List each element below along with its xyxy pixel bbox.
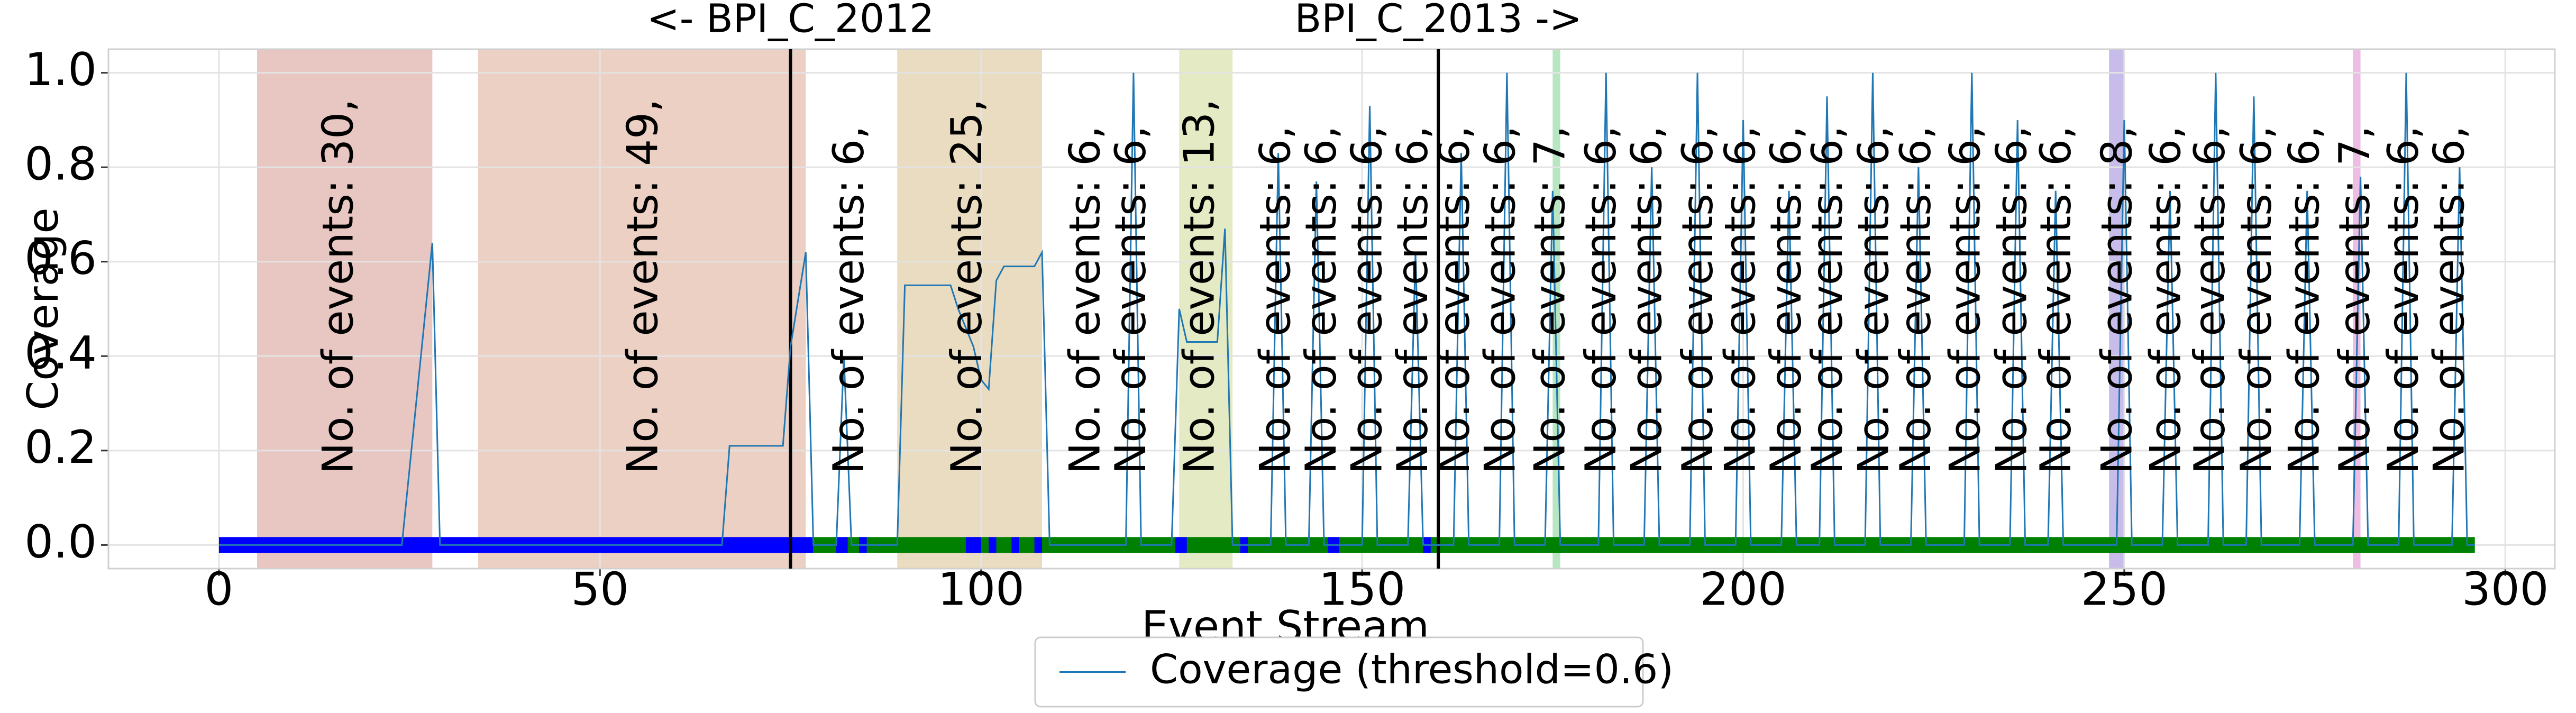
shaded-region — [2109, 49, 2124, 569]
y-axis-label: Coverage — [19, 207, 68, 410]
annotation: No. of events: 6, — [1622, 125, 1671, 474]
shaded-region — [478, 49, 806, 569]
annotation: No. of events: 25, — [942, 99, 991, 474]
y-tick-label: 0.6 — [24, 232, 97, 285]
shaded-region — [257, 49, 433, 569]
annotation: No. of events: 6, — [824, 125, 873, 474]
annotation: No. of events: 13, — [1175, 99, 1224, 474]
legend-box — [1034, 636, 1644, 708]
x-tick-label: 0 — [205, 563, 234, 616]
drift-label: BPI_C_2013 -> — [1294, 0, 1582, 42]
stream-segment — [965, 537, 981, 553]
annotation: No. of events: 6, — [1342, 125, 1392, 474]
annotation: No. of events: 6, — [1673, 125, 1722, 474]
annotation: No. of events: 6, — [1476, 125, 1525, 474]
annotation: No. of events: 6, — [2280, 125, 2329, 474]
annotation: No. of events: 6, — [1849, 125, 1898, 474]
coverage-line — [218, 72, 2475, 546]
annotation: No. of events: 7, — [2330, 125, 2379, 474]
plot-frame — [107, 48, 2556, 570]
annotation: No. of events: 8, — [2092, 125, 2141, 474]
stream-segment — [1034, 537, 1042, 553]
annotation: No. of events: 6, — [1060, 125, 1109, 474]
annotation: No. of events: 6, — [1388, 125, 1437, 474]
annotation: No. of events: 6, — [1576, 125, 1625, 474]
drift-label: <- BPI_C_2012 — [647, 0, 934, 42]
x-tick-label: 300 — [2462, 563, 2548, 616]
shaded-region — [1179, 49, 1233, 569]
shaded-region — [897, 49, 1042, 569]
annotation: No. of events: 6, — [1716, 125, 1765, 474]
annotation: No. of events: 6, — [1251, 125, 1300, 474]
y-tick-label: 0.8 — [24, 138, 97, 191]
y-tick-label: 0.4 — [24, 327, 97, 380]
annotation: No. of events: 6, — [1987, 125, 2036, 474]
annotation: No. of events: 6, — [2031, 125, 2080, 474]
legend-label: Coverage (threshold=0.6) — [1150, 645, 1674, 692]
stream-segment — [836, 537, 848, 553]
annotation: No. of events: 6, — [1296, 125, 1346, 474]
annotation: No. of events: 6, — [1803, 125, 1852, 474]
x-tick-label: 250 — [2081, 563, 2168, 616]
x-tick-label: 150 — [1319, 563, 1405, 616]
y-tick-label: 0.0 — [24, 516, 97, 569]
stream-segment — [989, 537, 997, 553]
annotation: No. of events: 6, — [1106, 125, 1155, 474]
annotation: No. of events: 6, — [1761, 125, 1811, 474]
annotation: No. of events: 49, — [618, 99, 668, 474]
stream-segment — [1011, 537, 1019, 553]
stream-segment — [1175, 537, 1187, 553]
y-tick-label: 0.2 — [24, 421, 97, 474]
x-tick-label: 200 — [1700, 563, 1786, 616]
annotation: No. of events: 6, — [2232, 125, 2281, 474]
annotation: No. of events: 6, — [2424, 125, 2473, 474]
annotation: No. of events: 6, — [2185, 125, 2234, 474]
annotation: No. of events: 6, — [1891, 125, 1940, 474]
annotation: No. of events: 6, — [2141, 125, 2190, 474]
annotation: No. of events: 6, — [1941, 125, 1990, 474]
annotation: No. of events: 7, — [1525, 125, 1574, 474]
x-tick-label: 50 — [571, 563, 629, 616]
annotation: No. of events: 30, — [313, 99, 362, 474]
annotation: No. of events: 6, — [2379, 125, 2428, 474]
annotation: No. of events: 6, — [1430, 125, 1479, 474]
y-tick-label: 1.0 — [24, 43, 97, 96]
x-tick-label: 100 — [938, 563, 1025, 616]
